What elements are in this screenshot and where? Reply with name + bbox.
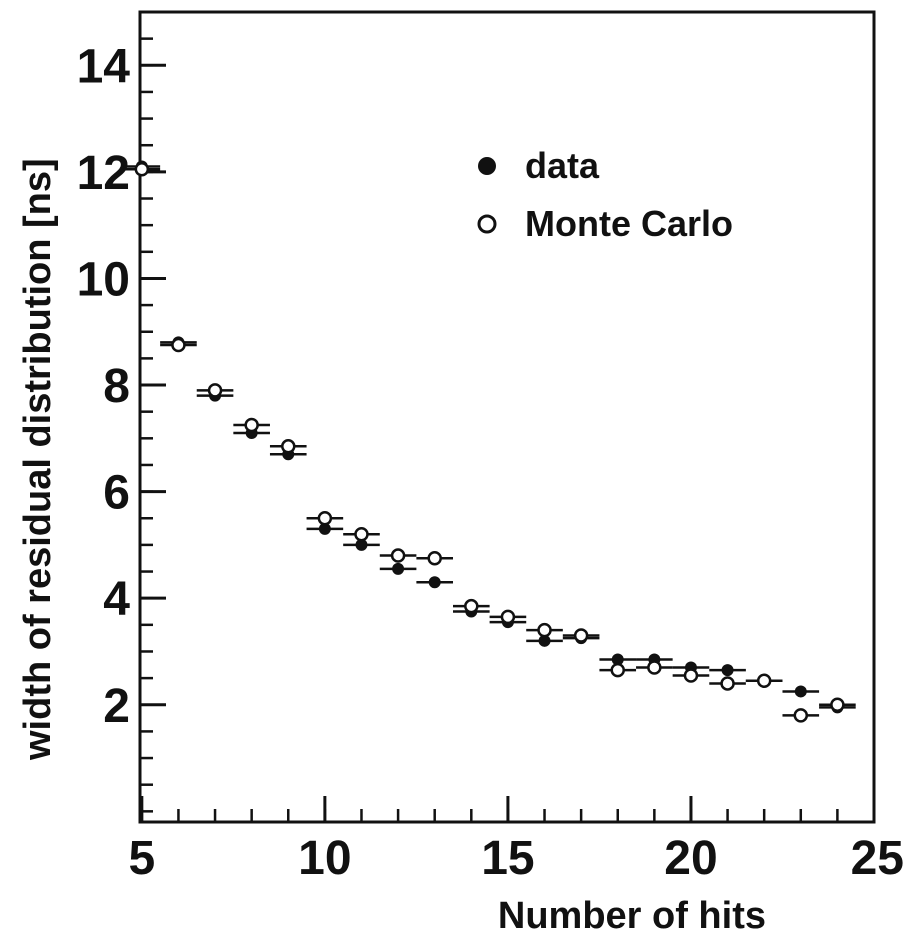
legend: data Monte Carlo — [477, 145, 733, 244]
y-tick-labels: 2 4 6 8 10 12 14 — [77, 40, 131, 732]
y-tick-label: 2 — [103, 680, 130, 733]
x-tick-label: 25 — [851, 832, 904, 885]
error-bars — [123, 165, 856, 717]
major-ticks — [140, 63, 876, 822]
mc-point — [354, 526, 369, 542]
y-axis-title: width of residual distribution [ns] — [17, 158, 59, 761]
mc-point — [830, 697, 845, 713]
mc-point — [427, 550, 442, 566]
mc-point — [390, 548, 406, 563]
x-axis-title: Number of hits — [498, 895, 766, 933]
mc-point — [573, 628, 589, 643]
y-tick-label: 14 — [77, 40, 131, 93]
legend-data-marker — [478, 157, 496, 175]
data-point — [794, 685, 807, 698]
legend-mc-marker — [477, 214, 497, 234]
mc-point — [464, 598, 479, 614]
x-tick-label: 5 — [128, 832, 155, 885]
mc-point — [207, 383, 223, 398]
mc-point — [683, 668, 699, 683]
mc-point — [647, 660, 662, 675]
legend-data-label: data — [525, 145, 600, 186]
y-tick-label: 4 — [103, 573, 130, 626]
legend-mc-label: Monte Carlo — [525, 203, 733, 244]
mc-point — [610, 662, 625, 678]
x-tick-label: 20 — [664, 832, 717, 885]
mc-point — [281, 439, 296, 454]
x-tick-label: 10 — [298, 832, 351, 885]
y-tick-label: 8 — [103, 360, 130, 413]
mc-point — [720, 676, 735, 691]
mc-point — [756, 673, 772, 689]
minor-ticks — [140, 10, 876, 822]
data-point — [538, 634, 551, 647]
x-tick-labels: 5 10 15 20 25 — [128, 832, 904, 885]
x-tick-label: 15 — [481, 832, 534, 885]
mc-point — [317, 511, 333, 526]
mc-point — [134, 161, 150, 177]
data-point — [355, 538, 368, 551]
data-point — [428, 576, 441, 589]
y-tick-label: 6 — [103, 467, 130, 520]
mc-point — [171, 337, 186, 353]
data-point — [721, 664, 734, 677]
mc-point — [500, 609, 516, 625]
markers — [134, 160, 845, 723]
y-tick-label: 10 — [77, 253, 130, 306]
data-point — [392, 562, 405, 575]
data-point — [611, 653, 624, 666]
mc-point — [537, 622, 552, 638]
mc-point — [793, 708, 809, 723]
y-tick-label: 12 — [77, 147, 130, 200]
mc-point — [244, 417, 259, 433]
data-point — [318, 522, 331, 535]
plot-frame — [138, 10, 876, 824]
